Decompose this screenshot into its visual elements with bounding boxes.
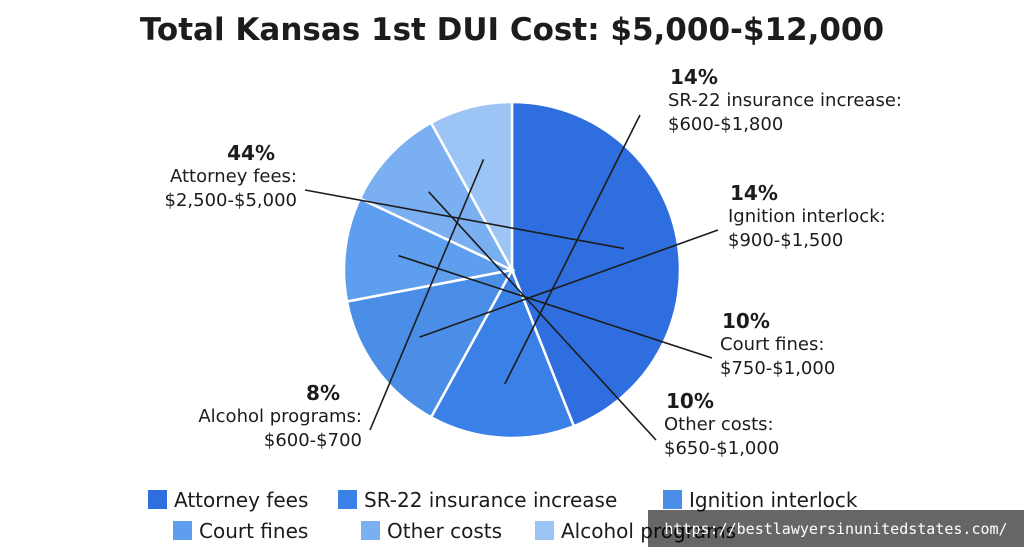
- legend-label-court-fines: Court fines: [199, 519, 308, 543]
- pie-slices: [342, 100, 682, 440]
- pie-slice-court-fines: [342, 196, 517, 303]
- legend-item-ignition-interlock: Ignition interlock: [663, 488, 858, 512]
- legend-swatch-alcohol-programs: [535, 521, 554, 540]
- leader-line-court-fines: [398, 254, 713, 359]
- pie-slice-attorney-fees: [510, 100, 682, 428]
- slice-name-label-other-costs: Other costs:: [664, 414, 774, 435]
- legend-label-ignition-interlock: Ignition interlock: [689, 488, 858, 512]
- slice-range-label-sr-22-insurance-increase: $600-$1,800: [668, 114, 783, 135]
- slice-percent-label-other-costs: 10%: [666, 389, 714, 413]
- slice-name-label-ignition-interlock: Ignition interlock:: [728, 206, 886, 227]
- watermark-text: https://bestlawyersinunitedstates.com/: [664, 520, 1007, 538]
- slice-percent-label-ignition-interlock: 14%: [730, 181, 778, 205]
- slice-range-label-other-costs: $650-$1,000: [664, 438, 779, 459]
- leader-line-ignition-interlock: [419, 229, 719, 338]
- chart-title: Total Kansas 1st DUI Cost: $5,000-$12,00…: [140, 12, 884, 48]
- pie-slice-sr-22-insurance-increase: [429, 267, 576, 440]
- legend-item-sr-22-insurance-increase: SR-22 insurance increase: [338, 488, 617, 512]
- leader-line-sr-22-insurance-increase: [504, 114, 641, 385]
- leader-line-attorney-fees: [304, 189, 625, 250]
- slice-name-label-sr-22-insurance-increase: SR-22 insurance increase:: [668, 90, 902, 111]
- slice-percent-label-alcohol-programs: 8%: [306, 381, 340, 405]
- legend-label-attorney-fees: Attorney fees: [174, 488, 308, 512]
- slice-range-label-ignition-interlock: $900-$1,500: [728, 230, 843, 251]
- legend-item-other-costs: Other costs: [361, 519, 502, 543]
- slice-name-label-alcohol-programs: Alcohol programs:: [198, 406, 362, 427]
- legend-label-sr-22-insurance-increase: SR-22 insurance increase: [364, 488, 617, 512]
- legend-item-court-fines: Court fines: [173, 519, 308, 543]
- slice-range-label-attorney-fees: $2,500-$5,000: [165, 190, 297, 211]
- watermark-background: [648, 510, 1024, 547]
- legend-swatch-court-fines: [173, 521, 192, 540]
- legend-item-attorney-fees: Attorney fees: [148, 488, 308, 512]
- slice-name-label-court-fines: Court fines:: [720, 334, 824, 355]
- pie-slice-other-costs: [358, 121, 515, 273]
- legend-swatch-other-costs: [361, 521, 380, 540]
- legend-label-other-costs: Other costs: [387, 519, 502, 543]
- legend-swatch-ignition-interlock: [663, 490, 682, 509]
- legend-swatch-sr-22-insurance-increase: [338, 490, 357, 509]
- leader-lines: [304, 114, 719, 441]
- leader-line-alcohol-programs: [369, 159, 485, 431]
- pie-slice-alcohol-programs: [429, 100, 514, 271]
- slice-percent-label-sr-22-insurance-increase: 14%: [670, 65, 718, 89]
- slice-range-label-alcohol-programs: $600-$700: [264, 430, 362, 451]
- slice-range-label-court-fines: $750-$1,000: [720, 358, 835, 379]
- slice-percent-label-court-fines: 10%: [722, 309, 770, 333]
- pie-slice-ignition-interlock: [345, 268, 515, 419]
- watermark: https://bestlawyersinunitedstates.com/: [648, 510, 1024, 547]
- slice-name-label-attorney-fees: Attorney fees:: [170, 166, 297, 187]
- legend-swatch-attorney-fees: [148, 490, 167, 509]
- slice-percent-label-attorney-fees: 44%: [227, 141, 275, 165]
- leader-line-other-costs: [428, 191, 657, 441]
